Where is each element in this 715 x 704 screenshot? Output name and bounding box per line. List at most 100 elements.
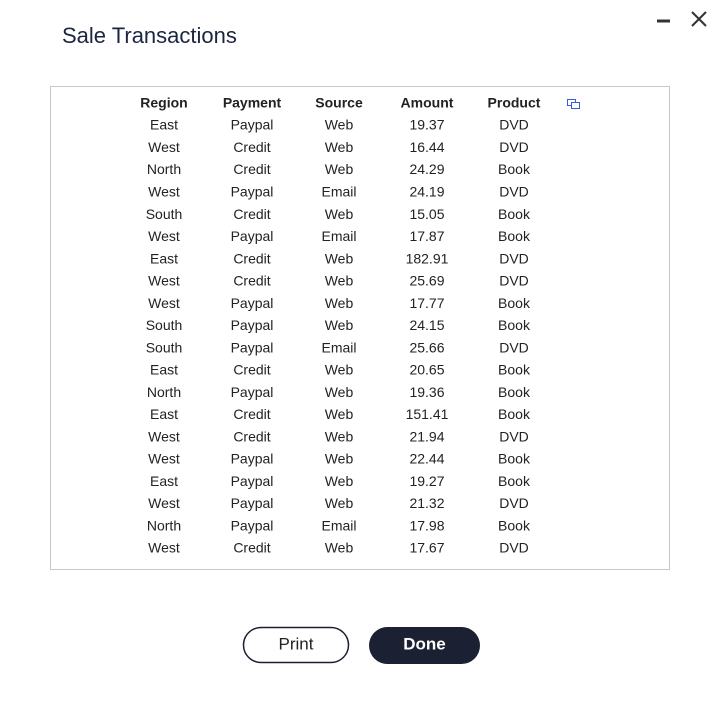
table-cell: Book: [498, 384, 531, 400]
table-cell: DVD: [499, 183, 529, 199]
table-cell: Paypal: [231, 339, 274, 355]
table-cell: Book: [498, 228, 531, 244]
table-cell: East: [150, 250, 178, 266]
table-cell: 20.65: [409, 362, 444, 378]
table-cell: South: [146, 317, 183, 333]
table-cell: East: [150, 117, 178, 133]
table-cell: 17.87: [409, 228, 444, 244]
table-cell: West: [148, 540, 180, 556]
table-cell: DVD: [499, 339, 529, 355]
column-header: Region: [140, 95, 187, 111]
done-label: Done: [403, 634, 446, 653]
print-label: Print: [279, 634, 314, 653]
table-cell: 19.27: [409, 473, 444, 489]
table-cell: Credit: [233, 161, 270, 177]
table-cell: Paypal: [231, 228, 274, 244]
table-cell: West: [148, 451, 180, 467]
table-cell: Book: [498, 517, 531, 533]
table-cell: Credit: [233, 250, 270, 266]
table-cell: North: [147, 517, 181, 533]
table-cell: Credit: [233, 428, 270, 444]
table-cell: Web: [325, 406, 354, 422]
table-cell: 24.19: [409, 183, 444, 199]
table-cell: Web: [325, 540, 354, 556]
table-cell: East: [150, 406, 178, 422]
column-header: Amount: [401, 95, 454, 111]
table-cell: Web: [325, 384, 354, 400]
popout-icon[interactable]: [567, 99, 580, 109]
table-cell: North: [147, 384, 181, 400]
table-cell: Paypal: [231, 183, 274, 199]
table-cell: Book: [498, 473, 531, 489]
table-cell: Email: [321, 517, 356, 533]
table-cell: Email: [321, 228, 356, 244]
table-cell: 182.91: [406, 250, 449, 266]
column-header: Payment: [223, 95, 282, 111]
table-cell: Web: [325, 139, 354, 155]
table-cell: Paypal: [231, 495, 274, 511]
close-button[interactable]: [691, 11, 707, 27]
table-cell: Email: [321, 339, 356, 355]
table-cell: Paypal: [231, 473, 274, 489]
table-cell: Book: [498, 295, 531, 311]
table-cell: Paypal: [231, 117, 274, 133]
table-cell: Email: [321, 183, 356, 199]
table-cell: 16.44: [409, 139, 444, 155]
table-cell: Web: [325, 250, 354, 266]
table-cell: Paypal: [231, 317, 274, 333]
table-cell: East: [150, 473, 178, 489]
table-cell: Book: [498, 206, 531, 222]
table-cell: West: [148, 139, 180, 155]
table-cell: Web: [325, 273, 354, 289]
column-header: Product: [488, 95, 541, 111]
table-cell: West: [148, 273, 180, 289]
table-cell: Book: [498, 317, 531, 333]
table-cell: 24.15: [409, 317, 444, 333]
table-cell: West: [148, 495, 180, 511]
table-cell: Paypal: [231, 384, 274, 400]
table-cell: DVD: [499, 495, 529, 511]
table-cell: Paypal: [231, 295, 274, 311]
print-button[interactable]: [242, 626, 350, 664]
table-cell: 21.94: [409, 428, 444, 444]
table-cell: 25.69: [409, 273, 444, 289]
table-cell: 24.29: [409, 161, 444, 177]
table-cell: West: [148, 228, 180, 244]
table-cell: Book: [498, 451, 531, 467]
table-cell: 17.98: [409, 517, 444, 533]
table-cell: West: [148, 428, 180, 444]
table-cell: Web: [325, 495, 354, 511]
table-cell: DVD: [499, 273, 529, 289]
table-cell: Book: [498, 161, 531, 177]
table-cell: West: [148, 183, 180, 199]
table-cell: Web: [325, 317, 354, 333]
table-cell: Web: [325, 161, 354, 177]
table-cell: DVD: [499, 540, 529, 556]
table-cell: DVD: [499, 428, 529, 444]
table-cell: West: [148, 295, 180, 311]
table-cell: 19.37: [409, 117, 444, 133]
done-button[interactable]: [369, 627, 480, 664]
table-cell: Paypal: [231, 451, 274, 467]
table-cell: South: [146, 339, 183, 355]
table-cell: North: [147, 161, 181, 177]
table-cell: Web: [325, 428, 354, 444]
table-cell: Credit: [233, 139, 270, 155]
table-cell: 17.77: [409, 295, 444, 311]
dialog-title: Sale Transactions: [62, 23, 237, 48]
table-cell: Credit: [233, 206, 270, 222]
table-cell: Book: [498, 406, 531, 422]
table-frame: [50, 86, 670, 570]
table-cell: Book: [498, 362, 531, 378]
table-cell: DVD: [499, 250, 529, 266]
table-cell: Credit: [233, 362, 270, 378]
table-cell: DVD: [499, 117, 529, 133]
table-cell: Web: [325, 473, 354, 489]
table-cell: Web: [325, 362, 354, 378]
table-cell: 17.67: [409, 540, 444, 556]
table-cell: Web: [325, 117, 354, 133]
table-cell: Credit: [233, 540, 270, 556]
table-cell: 15.05: [409, 206, 444, 222]
table-cell: 25.66: [409, 339, 444, 355]
